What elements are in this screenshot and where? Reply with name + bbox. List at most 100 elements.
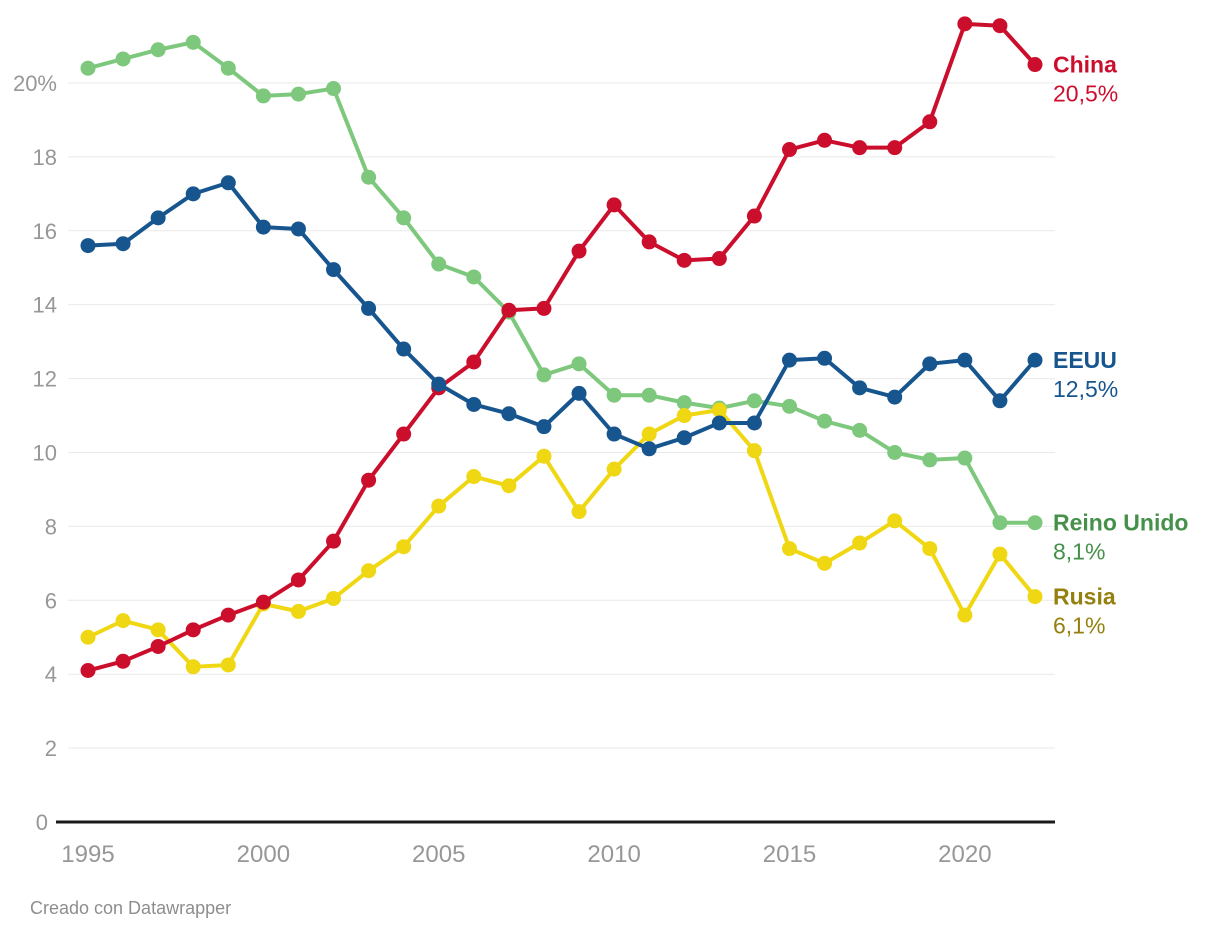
series-dot-eeuu [220, 175, 236, 191]
series-dot-reino-unido [255, 88, 271, 104]
series-dot-rusia [466, 469, 482, 485]
series-dot-china [290, 572, 306, 588]
series-line-rusia [87, 408, 1037, 669]
y-tick-label: 12 [33, 367, 57, 392]
series-dot-china [852, 140, 868, 156]
series-dot-eeuu [326, 262, 342, 278]
series-dot-eeuu [466, 396, 482, 412]
series-end-label-reino-unido: Reino Unido [1053, 510, 1188, 536]
series-dot-rusia [817, 555, 833, 571]
series-dot-china [817, 132, 833, 148]
series-dot-reino-unido [571, 356, 587, 372]
series-dot-china [781, 142, 797, 158]
x-tick-label: 2000 [237, 841, 290, 868]
series-end-label-china: China [1053, 52, 1117, 78]
series-dot-china [220, 607, 236, 623]
series-dot-china [711, 251, 727, 267]
series-dot-rusia [606, 461, 622, 477]
series-dot-reino-unido [957, 450, 973, 466]
series-dot-reino-unido [185, 34, 201, 50]
series-dot-eeuu [922, 356, 938, 372]
series-dot-rusia [746, 443, 762, 459]
series-dot-rusia [115, 613, 131, 629]
series-dot-reino-unido [396, 210, 412, 226]
series-dot-reino-unido [922, 452, 938, 468]
series-dot-china [501, 302, 517, 318]
x-tick-label: 2020 [938, 841, 991, 868]
series-dot-rusia [957, 607, 973, 623]
series-dot-eeuu [711, 415, 727, 431]
series-end-label-rusia: Rusia [1053, 584, 1116, 610]
series-dot-reino-unido [676, 395, 692, 411]
y-tick-label: 6 [45, 588, 57, 613]
series-dot-reino-unido [641, 387, 657, 403]
series-dot-rusia [676, 408, 692, 424]
series-end-value-eeuu: 12,5% [1053, 376, 1118, 402]
series-dot-reino-unido [852, 422, 868, 438]
series-dot-reino-unido [290, 86, 306, 102]
series-dot-eeuu [150, 210, 166, 226]
series-dot-reino-unido [536, 367, 552, 383]
series-line-china [87, 21, 1037, 673]
series-dot-rusia [431, 498, 447, 514]
series-dot-reino-unido [326, 81, 342, 97]
series-dot-rusia [361, 563, 377, 579]
series-dot-rusia [326, 590, 342, 606]
series-dot-eeuu [571, 385, 587, 401]
series-dot-rusia [852, 535, 868, 551]
series-dot-reino-unido [466, 269, 482, 285]
series-dot-reino-unido [431, 256, 447, 272]
series-dot-reino-unido [887, 445, 903, 460]
x-tick-label: 2005 [412, 841, 465, 868]
line-chart: 0 2 4 6 8 10 12 14 16 18 20% 1995 2000 2005 2010 2015 20… [13, 16, 1188, 868]
series-dot-eeuu [115, 236, 131, 252]
credit-line: Creado con Datawrapper [30, 898, 232, 918]
y-tick-label: 8 [45, 514, 57, 539]
series-dot-china [115, 653, 131, 669]
series-dot-rusia [992, 546, 1008, 562]
series-dot-china [992, 18, 1008, 34]
series-dot-china [255, 594, 271, 610]
series-dot-eeuu [957, 352, 973, 368]
series-dot-rusia [571, 504, 587, 520]
series-dot-eeuu [361, 300, 377, 316]
series-end-value-rusia: 6,1% [1053, 613, 1105, 639]
series-end-value-reino-unido: 8,1% [1053, 539, 1105, 565]
series-dot-eeuu [255, 219, 271, 235]
series-dot-reino-unido [781, 398, 797, 414]
series-dot-rusia [1027, 589, 1043, 605]
series-dot-reino-unido [992, 515, 1008, 531]
series-dot-rusia [641, 426, 657, 442]
series-dot-rusia [711, 402, 727, 418]
series-dot-rusia [501, 478, 517, 494]
series-dot-china [887, 140, 903, 156]
series-dot-eeuu [746, 415, 762, 431]
y-tick-label: 14 [33, 293, 57, 318]
series-dot-china [606, 197, 622, 213]
series-dot-eeuu [501, 406, 517, 422]
series-dot-eeuu [887, 389, 903, 405]
series-dot-rusia [80, 629, 96, 645]
series-dot-rusia [220, 657, 236, 673]
series-dot-reino-unido [115, 51, 131, 67]
series-dot-eeuu [852, 380, 868, 396]
series-dot-eeuu [817, 350, 833, 366]
y-tick-label: 16 [33, 219, 57, 244]
series-dot-eeuu [1027, 352, 1043, 368]
y-tick-label: 10 [33, 441, 57, 466]
series-end-value-china: 20,5% [1053, 81, 1118, 107]
series-dot-china [641, 234, 657, 250]
series-dot-china [676, 252, 692, 268]
series-dot-china [957, 16, 973, 32]
series-dot-china [536, 300, 552, 316]
series-dot-china [396, 426, 412, 442]
y-tick-label: 2 [45, 736, 57, 761]
series-dot-china [185, 622, 201, 638]
series-dot-rusia [536, 448, 552, 464]
series-dot-rusia [887, 513, 903, 529]
series-dot-reino-unido [150, 42, 166, 58]
series-dot-rusia [922, 541, 938, 557]
series-dot-reino-unido [80, 60, 96, 76]
series-dot-rusia [290, 603, 306, 619]
